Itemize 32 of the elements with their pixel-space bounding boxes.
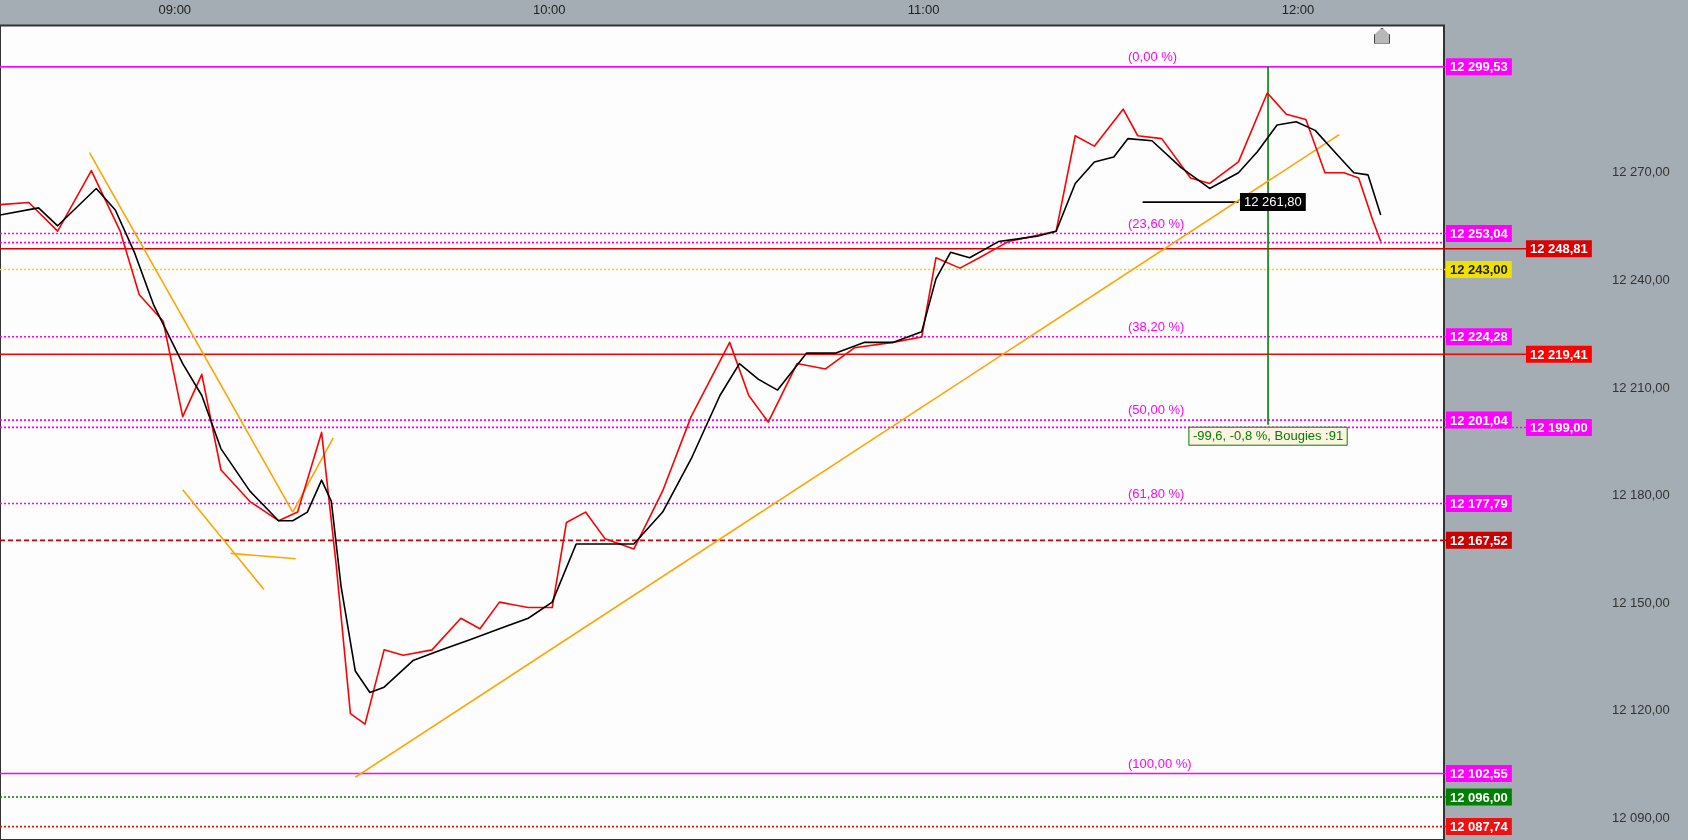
ref-line-label: 12 102,55	[1450, 766, 1508, 782]
y-tick-label: 12 270,00	[1612, 164, 1670, 180]
annotation: (50,00 %)	[1128, 402, 1185, 418]
ref-line-label: 12 219,41	[1530, 346, 1588, 362]
y-tick-label: 12 120,00	[1612, 702, 1670, 718]
y-tick-label: 12 090,00	[1612, 810, 1670, 826]
ref-line-label: 12 253,04	[1450, 226, 1509, 242]
y-tick-label: 12 150,00	[1612, 594, 1670, 610]
y-tick-label: 12 180,00	[1612, 487, 1670, 503]
annotation: (23,60 %)	[1128, 215, 1185, 231]
annotation: (100,00 %)	[1128, 755, 1192, 771]
annotation: -99,6, -0,8 %, Bougies :91	[1192, 427, 1344, 443]
y-tick-label: 12 240,00	[1612, 271, 1670, 287]
ref-line-label: 12 087,74	[1450, 819, 1509, 835]
ref-line-label: 12 201,04	[1450, 412, 1509, 428]
ref-line-label: 12 224,28	[1450, 329, 1508, 345]
annotation: (0,00 %)	[1128, 48, 1178, 64]
annotation: (38,20 %)	[1128, 318, 1185, 334]
annotation: 12 261,80	[1243, 193, 1302, 209]
ref-line-label: 12 299,53	[1450, 59, 1508, 75]
ref-line-label: 12 248,81	[1530, 241, 1588, 257]
x-tick-label: 10:00	[532, 2, 566, 18]
x-tick-label: 09:00	[158, 2, 192, 18]
ref-line-label: 12 243,00	[1450, 262, 1508, 278]
y-tick-label: 12 210,00	[1612, 379, 1670, 395]
ref-line-label: 12 199,00	[1530, 420, 1588, 435]
annotation: (61,80 %)	[1128, 485, 1185, 501]
ref-line-label: 12 096,00	[1450, 789, 1508, 805]
x-tick-label: 11:00	[907, 2, 940, 18]
ref-line-label: 12 177,79	[1450, 496, 1508, 512]
ref-line-label: 12 167,52	[1450, 532, 1508, 548]
x-tick-label: 12:00	[1281, 2, 1315, 18]
